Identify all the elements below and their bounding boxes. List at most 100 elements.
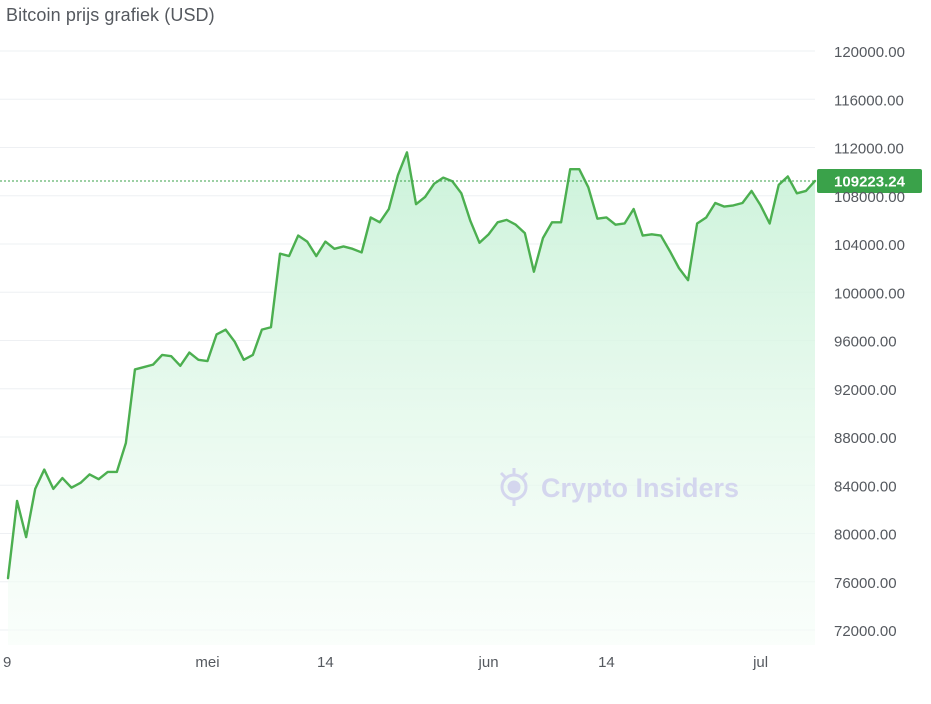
x-axis: 9 mei 14 jun 14 jul — [3, 654, 768, 671]
data-point — [632, 208, 634, 210]
data-point — [79, 482, 81, 484]
data-point — [533, 271, 535, 273]
data-point — [215, 333, 217, 335]
y-tick-label: 96000.00 — [834, 334, 897, 351]
data-point — [134, 368, 136, 370]
data-point — [179, 365, 181, 367]
data-point — [705, 216, 707, 218]
data-point — [506, 219, 508, 221]
data-point — [542, 237, 544, 239]
x-tick-label: mei — [195, 654, 219, 671]
data-point — [487, 233, 489, 235]
chart-title: Bitcoin prijs grafiek (USD) — [6, 5, 215, 25]
data-point — [442, 176, 444, 178]
series-area — [8, 152, 815, 645]
data-point — [88, 473, 90, 475]
data-point — [696, 222, 698, 224]
data-point — [107, 471, 109, 473]
series-line-path — [6, 151, 817, 580]
data-point — [496, 221, 498, 223]
data-point — [660, 234, 662, 236]
data-point — [651, 233, 653, 235]
y-tick-label: 108000.00 — [834, 189, 905, 206]
data-point — [614, 224, 616, 226]
data-point — [750, 190, 752, 192]
data-point — [279, 252, 281, 254]
data-point — [161, 354, 163, 356]
data-point — [642, 234, 644, 236]
data-point — [7, 577, 9, 579]
data-point — [342, 245, 344, 247]
data-point — [796, 192, 798, 194]
data-point — [351, 248, 353, 250]
y-tick-label: 72000.00 — [834, 623, 897, 640]
data-point — [805, 190, 807, 192]
area-fill — [8, 152, 815, 645]
data-point — [687, 279, 689, 281]
data-point — [397, 174, 399, 176]
data-point — [759, 204, 761, 206]
x-tick-label: jun — [478, 654, 499, 671]
data-point — [406, 151, 408, 153]
watermark-text: Crypto Insiders — [541, 473, 739, 503]
x-tick-label: 14 — [598, 654, 615, 671]
data-point — [551, 221, 553, 223]
series-line — [6, 151, 817, 580]
y-tick-label: 104000.00 — [834, 237, 905, 254]
x-tick-label: 9 — [3, 654, 11, 671]
data-point — [778, 184, 780, 186]
y-tick-label: 80000.00 — [834, 527, 897, 544]
data-point — [25, 536, 27, 538]
data-point — [170, 355, 172, 357]
data-point — [224, 328, 226, 330]
data-point — [52, 488, 54, 490]
data-point — [678, 267, 680, 269]
data-point — [388, 208, 390, 210]
data-point — [197, 359, 199, 361]
data-point — [524, 232, 526, 234]
data-point — [34, 488, 36, 490]
data-point — [233, 341, 235, 343]
data-point — [288, 255, 290, 257]
data-point — [152, 363, 154, 365]
data-point — [369, 216, 371, 218]
data-point — [560, 221, 562, 223]
data-point — [569, 168, 571, 170]
data-point — [723, 205, 725, 207]
data-point — [424, 196, 426, 198]
x-tick-label: 14 — [317, 654, 334, 671]
data-point — [206, 360, 208, 362]
data-point — [315, 255, 317, 257]
data-point — [61, 477, 63, 479]
data-point — [732, 204, 734, 206]
data-point — [587, 186, 589, 188]
x-tick-label: jul — [752, 654, 768, 671]
data-point — [270, 326, 272, 328]
y-tick-label: 112000.00 — [834, 141, 904, 158]
data-point — [669, 250, 671, 252]
y-tick-label: 120000.00 — [834, 44, 905, 61]
data-point — [415, 203, 417, 205]
data-point — [768, 222, 770, 224]
data-point — [306, 240, 308, 242]
data-point — [16, 500, 18, 502]
data-point — [297, 234, 299, 236]
watermark: Crypto Insiders — [499, 468, 739, 506]
data-point — [360, 251, 362, 253]
data-point — [261, 328, 263, 330]
y-tick-label: 76000.00 — [834, 575, 897, 592]
data-point — [469, 220, 471, 222]
data-point — [188, 351, 190, 353]
current-price-marker: 109223.24 — [0, 168, 922, 193]
data-point — [596, 217, 598, 219]
data-point — [97, 478, 99, 480]
y-tick-label: 116000.00 — [834, 92, 904, 109]
data-point — [578, 168, 580, 170]
data-point — [43, 468, 45, 470]
data-point — [623, 222, 625, 224]
data-point — [333, 248, 335, 250]
crypto-insiders-logo-icon — [499, 468, 529, 506]
y-tick-label: 84000.00 — [834, 478, 897, 495]
data-point — [70, 486, 72, 488]
